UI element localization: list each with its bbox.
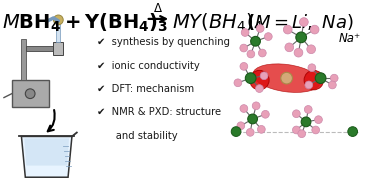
Text: $\mathbf{\it{M}\it{Y}(BH_4)_4}$: $\mathbf{\it{M}\it{Y}(BH_4)_4}$	[172, 12, 263, 34]
Circle shape	[231, 127, 241, 136]
Circle shape	[307, 45, 316, 54]
FancyBboxPatch shape	[12, 80, 49, 107]
Circle shape	[240, 44, 248, 52]
Circle shape	[245, 73, 256, 83]
Text: ✔  ionic conductivity: ✔ ionic conductivity	[97, 61, 200, 71]
Circle shape	[262, 110, 269, 118]
Circle shape	[315, 73, 326, 83]
Circle shape	[257, 125, 265, 133]
Circle shape	[251, 36, 260, 46]
Circle shape	[285, 43, 294, 52]
Circle shape	[256, 85, 263, 92]
Circle shape	[250, 70, 269, 90]
Circle shape	[293, 110, 300, 118]
Circle shape	[293, 126, 300, 134]
Circle shape	[256, 25, 264, 32]
Text: Na⁺: Na⁺	[339, 33, 361, 46]
Circle shape	[234, 79, 242, 87]
Circle shape	[304, 70, 324, 90]
Circle shape	[252, 102, 260, 110]
Bar	[26, 46, 56, 51]
Circle shape	[296, 32, 307, 43]
Text: ✔  DFT: mechanism: ✔ DFT: mechanism	[97, 84, 194, 94]
Circle shape	[241, 29, 249, 36]
Circle shape	[259, 49, 266, 57]
Text: $\mathbf{\it{M}}$$\mathbf{BH_4 + Y(BH_4)_3}$: $\mathbf{\it{M}}$$\mathbf{BH_4 + Y(BH_4)…	[2, 12, 168, 34]
Text: $\Delta$: $\Delta$	[153, 2, 163, 15]
Ellipse shape	[253, 64, 320, 92]
Circle shape	[265, 33, 272, 41]
Circle shape	[25, 89, 35, 99]
Circle shape	[328, 81, 336, 89]
Text: ✔  NMR & PXD: structure: ✔ NMR & PXD: structure	[97, 107, 222, 117]
FancyBboxPatch shape	[53, 42, 63, 55]
Circle shape	[298, 130, 305, 138]
Circle shape	[299, 18, 308, 26]
Polygon shape	[22, 136, 72, 177]
Circle shape	[281, 72, 293, 84]
Circle shape	[284, 25, 292, 34]
Circle shape	[260, 72, 268, 80]
Circle shape	[240, 63, 248, 70]
Circle shape	[53, 15, 63, 25]
Circle shape	[305, 81, 313, 89]
Circle shape	[314, 116, 322, 124]
Circle shape	[247, 50, 255, 58]
Circle shape	[237, 122, 245, 130]
Circle shape	[304, 105, 312, 113]
Circle shape	[308, 64, 316, 72]
Text: and stability: and stability	[97, 131, 178, 141]
Bar	[56, 21, 60, 42]
Polygon shape	[24, 138, 69, 166]
Circle shape	[348, 127, 358, 136]
Circle shape	[240, 105, 248, 112]
Circle shape	[294, 48, 303, 57]
Bar	[22, 39, 26, 80]
Circle shape	[312, 126, 319, 134]
Circle shape	[301, 117, 311, 127]
Circle shape	[248, 114, 257, 124]
Circle shape	[246, 128, 254, 136]
Text: $\mathbf{(\it{M} = Li,\ Na)}$: $\mathbf{(\it{M} = Li,\ Na)}$	[246, 12, 354, 32]
Circle shape	[330, 74, 338, 82]
Circle shape	[310, 25, 319, 34]
Text: ✔  synthesis by quenching: ✔ synthesis by quenching	[97, 37, 230, 47]
